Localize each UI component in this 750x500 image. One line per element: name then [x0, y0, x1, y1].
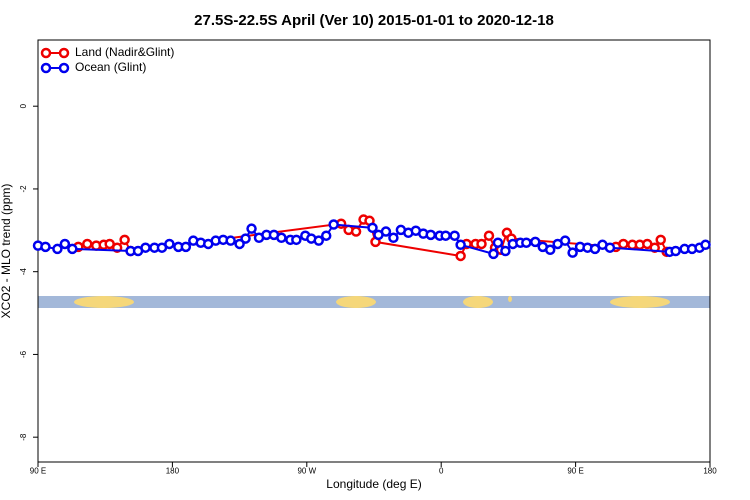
- data-point: [500, 245, 511, 257]
- y-tick-label: -4: [19, 268, 28, 276]
- data-point: [670, 245, 681, 257]
- legend-marker: [58, 62, 70, 74]
- land-patch: [336, 296, 376, 308]
- data-point: [367, 222, 378, 234]
- data-point: [180, 241, 192, 253]
- x-tick-label: 90 E: [30, 467, 46, 476]
- data-point: [618, 238, 629, 250]
- data-point: [313, 235, 324, 246]
- x-tick-label: 180: [703, 467, 717, 476]
- data-point: [328, 219, 339, 230]
- y-tick-label: 0: [19, 103, 28, 108]
- land-patch: [74, 296, 134, 308]
- y-tick-label: -2: [19, 185, 28, 193]
- data-point: [225, 235, 236, 246]
- data-point: [380, 226, 392, 237]
- data-point: [119, 234, 130, 246]
- data-point: [320, 230, 332, 241]
- x-tick-label: 0: [439, 467, 444, 476]
- y-tick-label: -8: [19, 433, 28, 441]
- data-point: [521, 237, 532, 248]
- data-point: [425, 229, 436, 241]
- data-point: [440, 230, 451, 241]
- data-point: [530, 236, 541, 248]
- data-point: [544, 244, 556, 256]
- data-point: [559, 235, 571, 246]
- data-point: [59, 238, 71, 250]
- data-point: [700, 239, 711, 251]
- data-point: [476, 238, 487, 250]
- plot-frame: [37, 39, 711, 463]
- data-point: [82, 238, 93, 250]
- land-patch: [610, 296, 670, 308]
- data-point: [240, 233, 251, 244]
- legend-marker: [40, 62, 52, 74]
- data-point: [455, 250, 466, 262]
- data-point: [492, 237, 504, 248]
- land-patch: [463, 296, 493, 308]
- data-point: [567, 247, 578, 258]
- chart-title: 27.5S-22.5S April (Ver 10) 2015-01-01 to…: [194, 12, 554, 29]
- x-tick-label: 90 E: [567, 467, 583, 476]
- legend-label: Ocean (Glint): [75, 60, 146, 74]
- data-point: [246, 223, 257, 234]
- data-point: [604, 242, 616, 253]
- y-tick-label: -6: [19, 350, 28, 358]
- data-point: [67, 243, 78, 255]
- data-point: [388, 232, 399, 244]
- data-point: [276, 232, 287, 244]
- data-point: [449, 230, 460, 241]
- data-point: [40, 241, 51, 253]
- land-ocean-strip: [38, 296, 710, 308]
- data-point: [455, 239, 466, 251]
- data-point: [655, 234, 666, 246]
- y-axis-label: XCO2 - MLO trend (ppm): [0, 184, 13, 319]
- x-axis-label: Longitude (deg E): [326, 477, 421, 491]
- data-point: [140, 242, 151, 253]
- data-point: [483, 230, 495, 241]
- x-tick-label: 90 W: [297, 467, 316, 476]
- data-point: [52, 243, 63, 255]
- data-point: [350, 226, 362, 237]
- legend-marker: [40, 47, 52, 59]
- legend-label: Land (Nadir&Glint): [75, 45, 174, 59]
- data-point: [291, 234, 302, 246]
- legend-marker: [58, 47, 70, 59]
- data-point: [164, 238, 175, 250]
- data-point: [488, 248, 499, 260]
- x-tick-label: 180: [166, 467, 180, 476]
- land-patch: [508, 296, 512, 302]
- data-point: [589, 243, 601, 255]
